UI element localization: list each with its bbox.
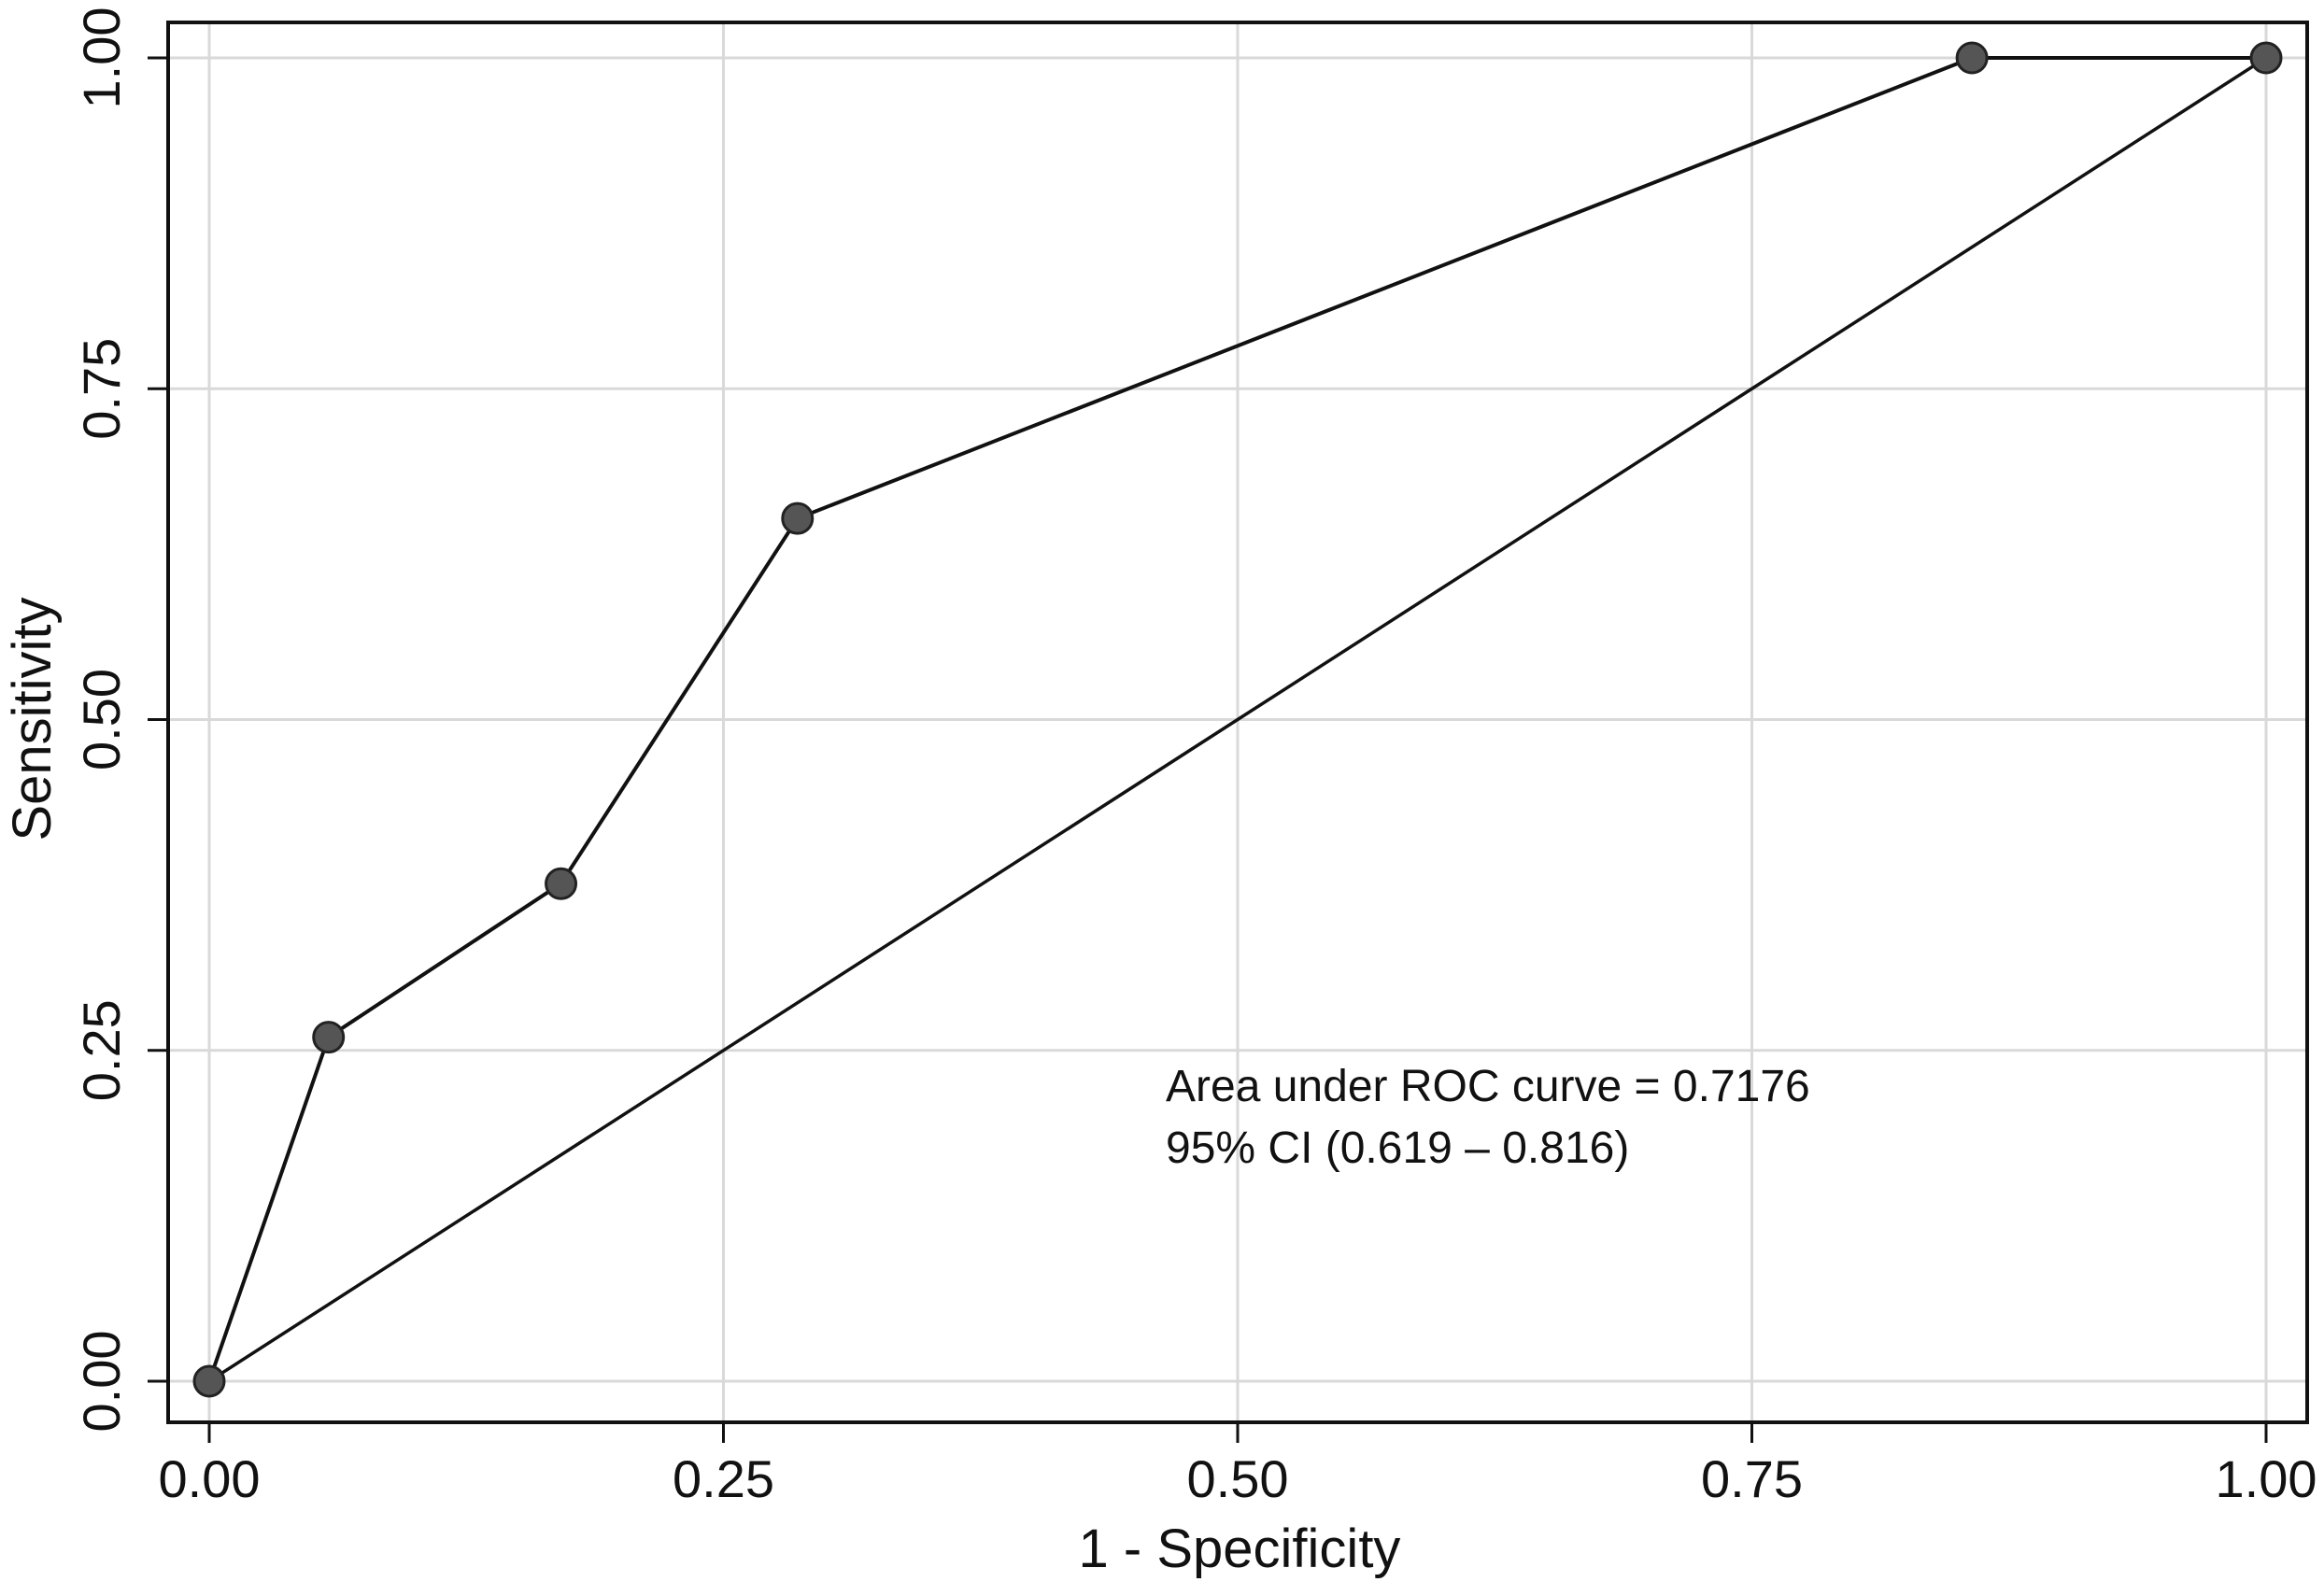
x-tick-label: 0.25 — [673, 1449, 774, 1508]
ci-annotation: 95% CI (0.619 – 0.816) — [1166, 1123, 1629, 1173]
y-tick-label: 0.25 — [72, 999, 131, 1101]
y-tick-label: 0.75 — [72, 338, 131, 440]
x-axis-title: 1 - Specificity — [1079, 1518, 1401, 1579]
roc-point — [781, 501, 815, 535]
plot-frame — [166, 21, 2309, 1424]
grid-lines — [168, 22, 2307, 1422]
roc-curve-line — [207, 56, 2266, 1382]
series-layer — [192, 41, 2283, 1398]
y-axis-title: Sensitivity — [2, 597, 63, 840]
y-tick-label: 0.50 — [72, 669, 131, 770]
roc-point — [312, 1021, 346, 1054]
roc-point — [192, 1364, 226, 1398]
reference-diagonal-line — [208, 56, 2267, 1383]
y-tick-label: 0.00 — [72, 1331, 131, 1433]
x-tick-label: 1.00 — [2216, 1449, 2317, 1508]
x-tick-label: 0.50 — [1187, 1449, 1289, 1508]
x-tick-labels: 0.00 0.25 0.50 0.75 1.00 — [159, 1449, 2317, 1508]
y-tick-label: 1.00 — [72, 7, 131, 109]
y-tick-labels: 0.00 0.25 0.50 0.75 1.00 — [72, 7, 131, 1433]
roc-point — [1955, 41, 1989, 75]
roc-point — [545, 867, 578, 900]
x-tick-label: 0.75 — [1701, 1449, 1803, 1508]
auc-annotation: Area under ROC curve = 0.7176 — [1166, 1062, 1810, 1111]
x-tick-label: 0.00 — [159, 1449, 261, 1508]
roc-point — [2249, 41, 2283, 75]
axis-ticks — [148, 56, 2268, 1443]
